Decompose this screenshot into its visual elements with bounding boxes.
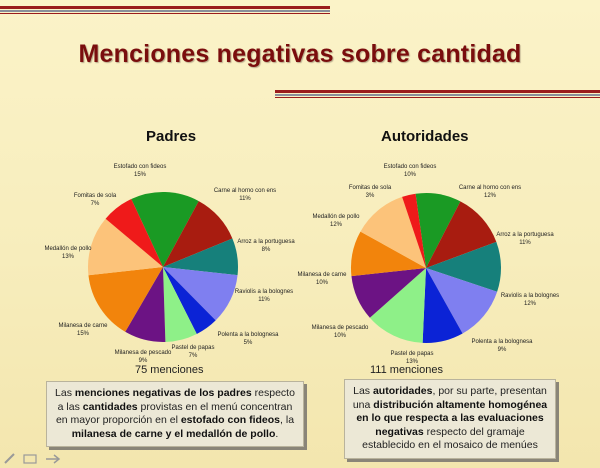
slice-percent: 11% — [519, 240, 531, 246]
slice-percent: 8% — [262, 247, 271, 253]
note-padres: Las menciones negativas de los padres re… — [46, 381, 304, 447]
pie-slice — [360, 196, 426, 268]
pie-slice — [163, 201, 233, 267]
mid-rule — [275, 90, 600, 98]
slice-label: Estofado con fideos — [384, 164, 437, 170]
slice-label: Medallón de pollo — [312, 214, 360, 220]
slice-percent: 9% — [498, 347, 507, 353]
pie-slice — [426, 241, 501, 292]
note-run: Las — [55, 387, 75, 399]
note-run: Las — [353, 385, 373, 397]
slice-label: Carne al horno con ens — [214, 188, 276, 194]
note-run: , la — [280, 414, 295, 426]
slice-percent: 11% — [258, 297, 270, 303]
pie-slice — [163, 267, 238, 321]
pie-slice — [351, 231, 426, 277]
slice-percent: 10% — [404, 172, 417, 178]
slice-label: Milanesa de pescado — [115, 350, 172, 356]
slice-label: Arroz a la portuguesa — [496, 232, 554, 238]
slice-label: Pastel de papas — [390, 351, 433, 357]
note-run: menciones negativas de los padres — [74, 387, 252, 399]
slice-percent: 7% — [189, 353, 198, 359]
pie-slice — [163, 267, 216, 334]
page-title: Menciones negativas sobre cantidad — [78, 40, 522, 68]
slice-percent: 10% — [316, 280, 329, 286]
note-run: . — [275, 427, 279, 440]
slice-label: Milanesa de carne — [58, 323, 108, 329]
pie-slice — [351, 268, 426, 318]
pie-slice — [426, 201, 497, 268]
slice-label: Polenta a la bolognesa — [217, 332, 279, 338]
menu-icon[interactable] — [23, 454, 37, 464]
next-arrow-icon[interactable] — [46, 454, 61, 464]
slice-percent: 10% — [334, 333, 347, 339]
slide-nav-controls[interactable] — [2, 450, 72, 466]
total-autoridades: 111 menciones — [370, 364, 443, 376]
slice-percent: 11% — [239, 196, 251, 202]
slice-label: Polenta a la bolognesa — [471, 339, 533, 345]
slice-percent: 15% — [134, 172, 147, 178]
pie-slice — [131, 192, 199, 267]
slice-label: Arroz a la portuguesa — [237, 239, 295, 245]
note-run: provistas en el menú concentran en mayor… — [55, 400, 293, 427]
slice-percent: 13% — [406, 359, 419, 365]
pie-slice — [402, 193, 426, 268]
slice-label: Fomitas de sola — [349, 185, 392, 191]
pen-icon[interactable] — [4, 453, 15, 464]
note-run: cantidades — [82, 400, 138, 413]
pie-slice — [426, 268, 498, 334]
pie-slice — [163, 238, 238, 276]
note-run: respecto a las — [57, 387, 295, 413]
note-run: autoridades — [372, 385, 433, 397]
slice-label: Raviolis a la bolognes — [235, 289, 293, 295]
slice-label: Medallón de pollo — [44, 246, 92, 252]
slice-percent: 12% — [524, 301, 537, 307]
total-padres: 75 menciones — [135, 364, 204, 376]
slice-label: Raviolis a la bolognes — [501, 293, 559, 299]
chart-title-padres: Padres — [146, 128, 197, 145]
slice-percent: 15% — [77, 331, 90, 337]
pie-slice — [88, 218, 163, 276]
pie-slice — [415, 193, 461, 268]
slice-label: Fomitas de sola — [74, 193, 117, 199]
slice-label: Milanesa de carne — [297, 272, 347, 278]
slice-percent: 12% — [484, 193, 497, 199]
pie-slice — [369, 268, 426, 343]
pie-slice — [422, 268, 463, 343]
slice-percent: 3% — [366, 193, 375, 199]
pie-slice — [163, 267, 197, 342]
note-autoridades: Las autoridades, por su parte, presentan… — [344, 379, 556, 459]
slice-percent: 9% — [139, 358, 148, 364]
note-run: estofado con fideos — [180, 414, 281, 426]
slice-label: Carne al horno con ens — [459, 185, 521, 191]
slice-label: Milanesa de pescado — [312, 325, 369, 331]
note-run: respecto del gramaje establecido en el m… — [362, 425, 538, 452]
pie-slice — [125, 267, 166, 342]
slice-percent: 13% — [62, 254, 75, 260]
top-rule — [0, 6, 330, 14]
pie-slice — [88, 267, 163, 332]
note-run: milanesa de carne y el medallón de pollo — [71, 427, 276, 440]
slice-label: Pastel de papas — [171, 345, 214, 351]
slice-label: Estofado con fideos — [114, 164, 167, 170]
slice-percent: 7% — [91, 201, 100, 207]
note-run: , por su parte, presentan una — [352, 385, 547, 411]
slice-percent: 5% — [244, 340, 253, 346]
chart-title-autoridades: Autoridades — [381, 128, 469, 145]
pie-slice — [105, 199, 163, 267]
slice-percent: 12% — [330, 222, 343, 228]
note-run: distribución altamente homogénea en lo q… — [356, 398, 548, 438]
